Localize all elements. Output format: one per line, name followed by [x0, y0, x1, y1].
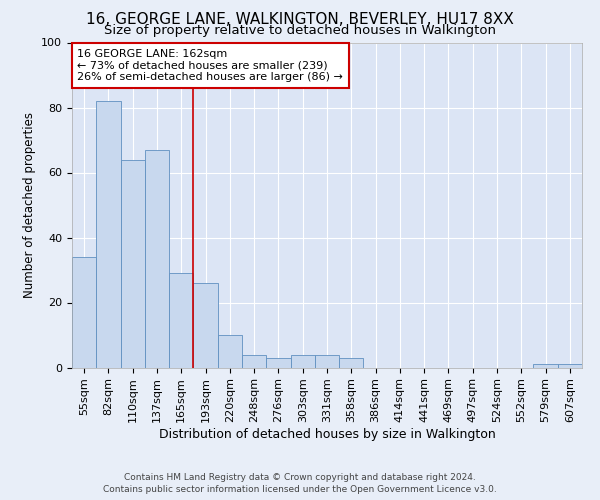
Text: 16, GEORGE LANE, WALKINGTON, BEVERLEY, HU17 8XX: 16, GEORGE LANE, WALKINGTON, BEVERLEY, H…	[86, 12, 514, 28]
Bar	[266, 358, 290, 368]
Bar	[193, 283, 218, 368]
Bar	[558, 364, 582, 368]
Bar	[242, 354, 266, 368]
Bar	[218, 335, 242, 368]
Bar	[145, 150, 169, 368]
Y-axis label: Number of detached properties: Number of detached properties	[23, 112, 36, 298]
Bar	[315, 354, 339, 368]
Bar	[169, 273, 193, 368]
Text: Size of property relative to detached houses in Walkington: Size of property relative to detached ho…	[104, 24, 496, 37]
Bar	[121, 160, 145, 368]
Bar	[290, 354, 315, 368]
Text: Contains HM Land Registry data © Crown copyright and database right 2024.
Contai: Contains HM Land Registry data © Crown c…	[103, 472, 497, 494]
Bar	[533, 364, 558, 368]
Text: 16 GEORGE LANE: 162sqm
← 73% of detached houses are smaller (239)
26% of semi-de: 16 GEORGE LANE: 162sqm ← 73% of detached…	[77, 49, 343, 82]
X-axis label: Distribution of detached houses by size in Walkington: Distribution of detached houses by size …	[158, 428, 496, 441]
Bar	[339, 358, 364, 368]
Bar	[72, 257, 96, 368]
Bar	[96, 101, 121, 367]
